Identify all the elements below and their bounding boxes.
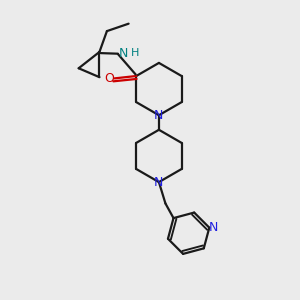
Text: N: N <box>118 47 128 60</box>
Text: N: N <box>154 176 164 189</box>
Text: O: O <box>104 72 114 85</box>
Text: N: N <box>209 221 218 234</box>
Text: H: H <box>131 48 139 59</box>
Text: N: N <box>154 109 164 122</box>
